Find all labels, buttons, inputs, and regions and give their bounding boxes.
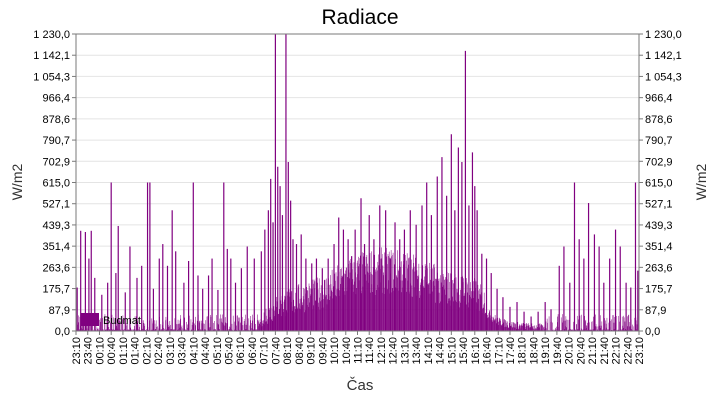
x-tick-label: 01:10 — [118, 337, 130, 365]
y-tick-label-right: 175,7 — [645, 284, 673, 296]
x-tick-label: 00:10 — [94, 337, 106, 365]
x-ticks: 23:10 23:40 00:10 00:40 01:10 01:40 02:10 02:40… — [71, 331, 646, 365]
x-tick-label: 11:10 — [353, 337, 365, 364]
y-tick-label-right: 1 142,1 — [645, 50, 682, 62]
x-tick-label: 17:10 — [493, 337, 505, 365]
y-tick-label-right: 702,9 — [645, 156, 673, 168]
x-tick-label: 09:40 — [317, 337, 329, 365]
x-axis-label: Čas — [347, 377, 374, 394]
x-tick-label: 06:40 — [247, 337, 259, 365]
y-tick-label-left: 702,9 — [42, 156, 70, 168]
x-tick-label: 10:40 — [341, 337, 353, 365]
y-tick-label-left: 439,3 — [42, 220, 70, 232]
x-tick-label: 13:40 — [411, 337, 423, 365]
y-tick-label-left: 527,1 — [42, 199, 70, 211]
legend-label: Budmat — [103, 315, 141, 327]
x-tick-label: 19:40 — [552, 337, 564, 365]
y-tick-label-left: 0,0 — [55, 326, 70, 338]
y-tick-label-left: 966,4 — [42, 93, 70, 105]
x-tick-label: 03:10 — [165, 337, 177, 365]
y-ticks-right: 0,0 87,9 175,7 263,6 351,4 439,3 527,1 615,0 702… — [639, 29, 682, 338]
x-tick-label: 18:40 — [528, 337, 540, 365]
x-tick-label: 04:40 — [200, 337, 212, 365]
y-tick-label-left: 263,6 — [42, 262, 70, 274]
x-tick-label: 09:10 — [306, 337, 318, 365]
x-tick-label: 12:40 — [388, 337, 400, 365]
y-axis-label-left: W/m2 — [9, 164, 25, 201]
y-tick-label-right: 0,0 — [645, 326, 660, 338]
x-tick-label: 20:10 — [564, 337, 576, 365]
x-tick-label: 23:10 — [71, 337, 83, 365]
chart-title: Radiace — [321, 6, 398, 29]
y-tick-label-left: 175,7 — [42, 284, 70, 296]
x-tick-label: 23:10 — [634, 337, 646, 365]
x-tick-label: 12:10 — [376, 337, 388, 365]
x-tick-label: 20:40 — [575, 337, 587, 365]
x-tick-label: 14:10 — [423, 337, 435, 365]
x-tick-label: 02:40 — [153, 337, 165, 365]
y-tick-label-left: 1 054,3 — [33, 71, 70, 83]
x-tick-label: 01:40 — [130, 337, 142, 365]
x-tick-label: 03:40 — [177, 337, 189, 365]
x-tick-label: 19:10 — [540, 337, 552, 365]
x-tick-label: 00:40 — [106, 337, 118, 365]
y-tick-label-left: 1 230,0 — [33, 29, 70, 41]
x-tick-label: 08:40 — [294, 337, 306, 365]
x-tick-label: 05:10 — [212, 337, 224, 365]
y-tick-label-right: 966,4 — [645, 93, 673, 105]
legend-swatch — [81, 313, 99, 326]
x-tick-label: 07:10 — [259, 337, 271, 365]
y-tick-label-left: 87,9 — [49, 305, 70, 317]
y-tick-label-left: 790,7 — [42, 135, 70, 147]
y-tick-label-right: 1 230,0 — [645, 29, 682, 41]
y-tick-label-left: 878,6 — [42, 114, 70, 126]
y-tick-label-right: 1 054,3 — [645, 71, 682, 83]
legend: Budmat — [81, 313, 141, 327]
x-tick-label: 11:40 — [364, 337, 376, 364]
x-tick-label: 18:10 — [517, 337, 529, 365]
x-tick-label: 21:40 — [599, 337, 611, 365]
y-tick-label-right: 439,3 — [645, 220, 673, 232]
x-tick-label: 14:40 — [435, 337, 447, 365]
y-tick-label-right: 87,9 — [645, 305, 666, 317]
y-tick-label-right: 263,6 — [645, 262, 673, 274]
y-ticks-left: 0,0 87,9 175,7 263,6 351,4 439,3 527,1 615,0 702… — [33, 29, 76, 338]
x-tick-label: 08:10 — [282, 337, 294, 365]
y-tick-label-left: 615,0 — [42, 178, 70, 190]
x-tick-label: 05:40 — [223, 337, 235, 365]
x-tick-label: 22:10 — [611, 337, 623, 365]
x-tick-label: 04:10 — [188, 337, 200, 365]
y-tick-label-left: 351,4 — [42, 241, 70, 253]
x-tick-label: 07:40 — [270, 337, 282, 365]
x-tick-label: 17:40 — [505, 337, 517, 365]
x-tick-label: 23:40 — [83, 337, 95, 365]
bar-series — [75, 34, 639, 331]
x-tick-label: 16:40 — [482, 337, 494, 365]
x-tick-label: 16:10 — [470, 337, 482, 365]
y-tick-label-right: 790,7 — [645, 135, 673, 147]
grid-lines — [76, 54, 639, 311]
y-tick-label-left: 1 142,1 — [33, 50, 70, 62]
x-tick-label: 21:10 — [587, 337, 599, 365]
x-tick-label: 22:40 — [622, 337, 634, 365]
x-tick-label: 15:10 — [446, 337, 458, 365]
y-axis-label-right: W/m2 — [693, 164, 709, 201]
x-tick-label: 06:10 — [235, 337, 247, 365]
x-tick-label: 02:10 — [141, 337, 153, 365]
y-tick-label-right: 351,4 — [645, 241, 673, 253]
y-tick-label-right: 615,0 — [645, 178, 673, 190]
y-tick-label-right: 527,1 — [645, 199, 673, 211]
x-tick-label: 15:40 — [458, 337, 470, 365]
x-tick-label: 13:10 — [399, 337, 411, 365]
y-tick-label-right: 878,6 — [645, 114, 673, 126]
x-tick-label: 10:10 — [329, 337, 341, 365]
